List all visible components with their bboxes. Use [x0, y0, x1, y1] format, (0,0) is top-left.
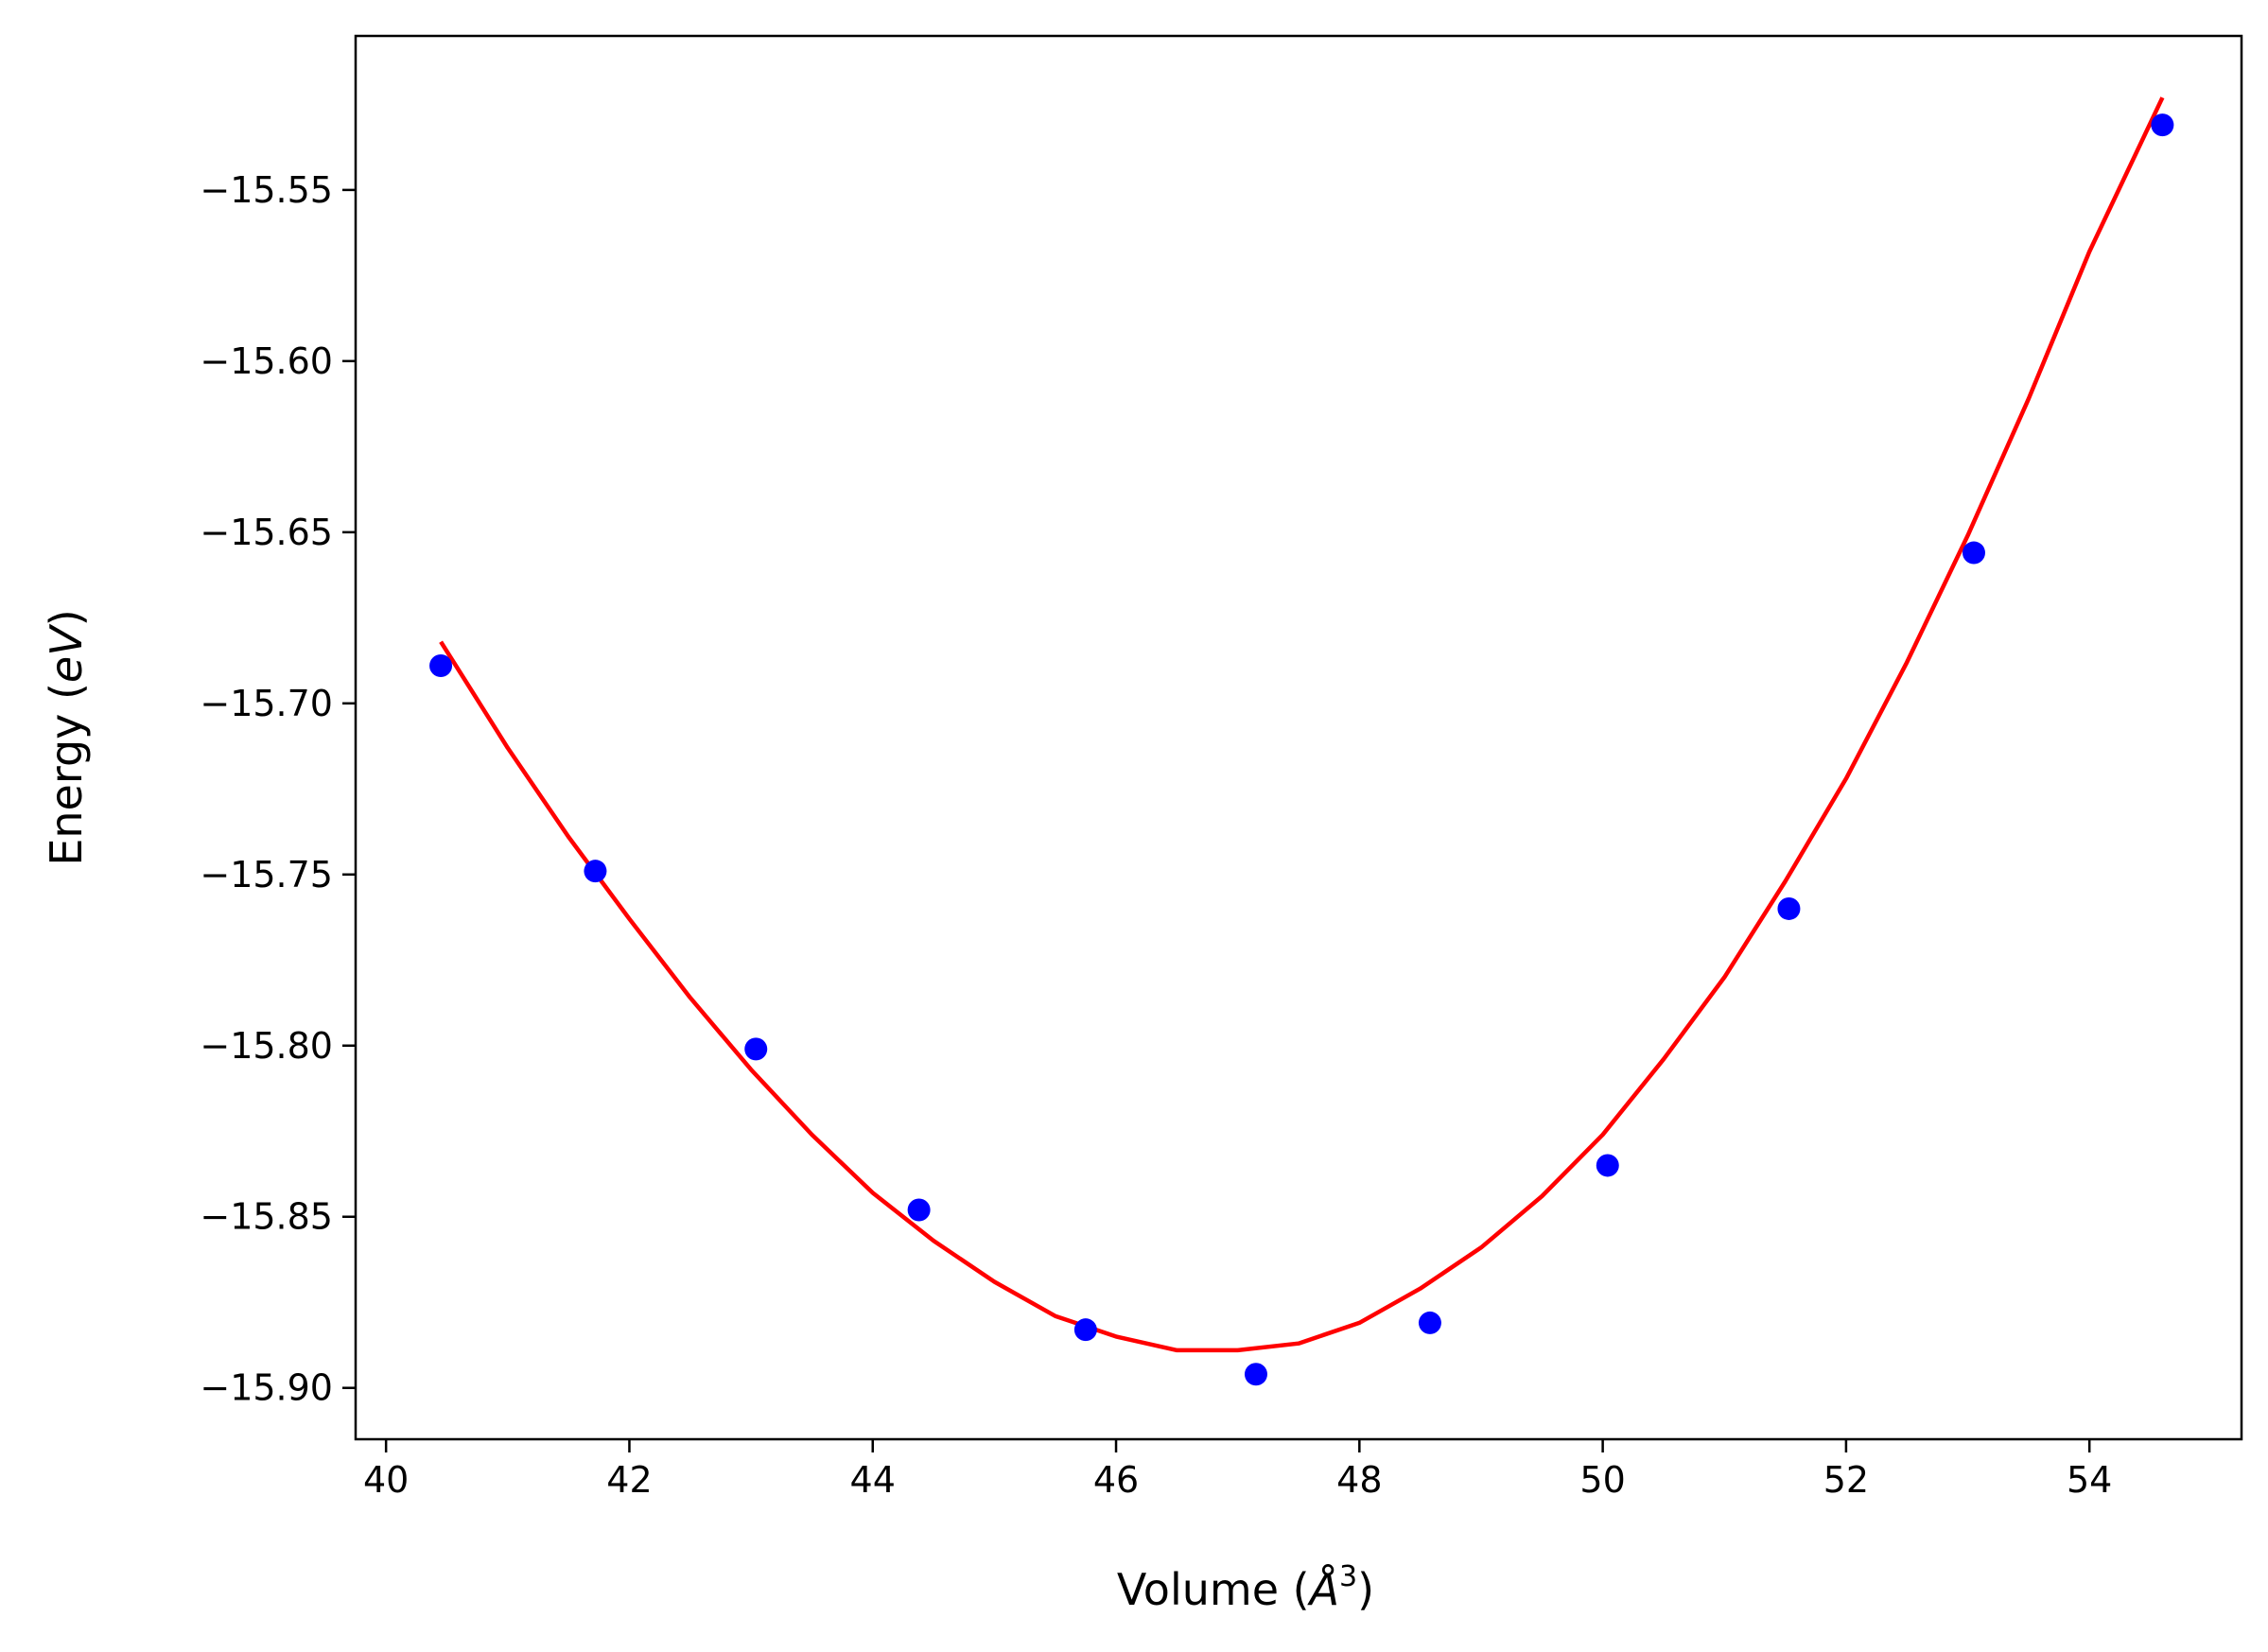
x-axis-label: Volume (Å3) — [1117, 1560, 1374, 1615]
data-point — [429, 653, 453, 677]
x-axis-label-prefix: Volume ( — [1117, 1564, 1310, 1615]
y-tick-label: −15.85 — [200, 1196, 333, 1238]
y-tick-label: −15.55 — [200, 169, 333, 211]
y-axis-ticks: −15.55 −15.60 −15.65 −15.70 −15.75 −15.80 −15.… — [200, 169, 356, 1409]
y-tick-label: −15.80 — [200, 1025, 333, 1067]
x-tick-label: 52 — [1823, 1459, 1869, 1501]
data-point — [907, 1198, 931, 1222]
x-tick-label: 42 — [606, 1459, 652, 1501]
y-axis-label-unit: eV — [41, 623, 92, 683]
fit-curve-line — [439, 96, 2165, 1353]
x-tick-label: 44 — [850, 1459, 896, 1501]
data-point — [1073, 1318, 1097, 1342]
y-tick-label: −15.65 — [200, 512, 333, 553]
data-point — [584, 860, 607, 883]
x-axis-label-unit: Å — [1307, 1564, 1339, 1615]
y-tick-label: −15.60 — [200, 340, 333, 382]
y-axis-label: Energy (eV) — [41, 609, 92, 865]
x-axis-ticks: 40 42 44 46 48 50 52 54 — [363, 1439, 2112, 1501]
plot-frame — [354, 34, 2243, 1441]
x-tick-label: 40 — [363, 1459, 409, 1501]
data-point — [1596, 1154, 1619, 1177]
data-point — [2151, 113, 2174, 137]
data-point — [1244, 1363, 1267, 1386]
data-point — [1777, 896, 1801, 920]
x-tick-label: 50 — [1579, 1459, 1625, 1501]
x-axis-label-exponent: 3 — [1339, 1560, 1357, 1593]
data-point — [1418, 1311, 1441, 1334]
y-axis-label-prefix: Energy ( — [41, 683, 92, 866]
x-axis-label-suffix: ) — [1357, 1564, 1374, 1615]
data-point — [744, 1037, 768, 1061]
y-axis-label-suffix: ) — [41, 609, 92, 626]
x-tick-label: 46 — [1093, 1459, 1139, 1501]
data-point — [1962, 541, 1985, 565]
fit-curve-layer — [439, 96, 2165, 1353]
data-points-layer — [429, 113, 2174, 1386]
y-tick-label: −15.70 — [200, 683, 333, 724]
x-tick-label: 54 — [2067, 1459, 2112, 1501]
x-tick-label: 48 — [1336, 1459, 1382, 1501]
y-tick-label: −15.75 — [200, 854, 333, 896]
y-tick-label: −15.90 — [200, 1367, 333, 1409]
